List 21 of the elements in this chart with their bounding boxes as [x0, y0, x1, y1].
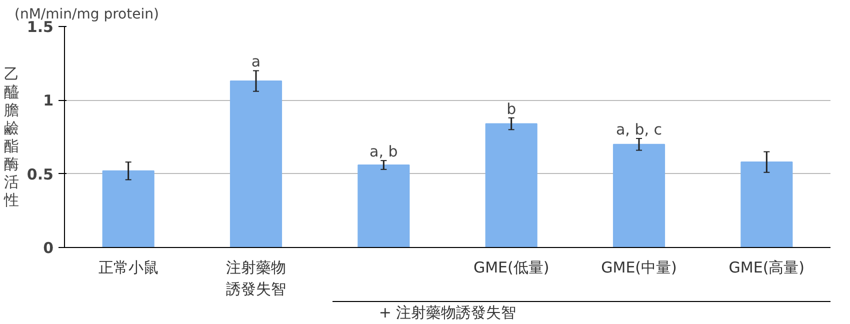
- annotation: a: [251, 52, 261, 71]
- x-tick-label: 注射藥物誘發失智: [226, 258, 286, 298]
- bar: [102, 170, 154, 248]
- x-tick-label: GME(低量): [473, 258, 550, 276]
- x-tick-label: 正常小鼠: [98, 258, 158, 276]
- y-tick-label: 0.5: [26, 165, 54, 184]
- bar: [485, 123, 538, 248]
- y-tick-label: 0: [43, 239, 54, 257]
- bar: [358, 164, 410, 248]
- x-tick-label: GME(中量): [601, 258, 677, 276]
- bar: [230, 80, 282, 248]
- text: (nM/min/mg protein): [14, 6, 159, 22]
- annotation: a, b: [370, 142, 398, 161]
- x-tick-label: GME(高量): [728, 258, 805, 276]
- annotation: b: [506, 100, 516, 118]
- text: + 注射藥物誘發失智: [378, 304, 516, 322]
- y-axis-title: 乙醯膽鹼酯酶活性: [2, 65, 19, 209]
- annotation: a, b, c: [616, 120, 662, 138]
- bar: [612, 144, 666, 248]
- y-tick-label: 1: [43, 92, 54, 110]
- bar: [740, 162, 793, 248]
